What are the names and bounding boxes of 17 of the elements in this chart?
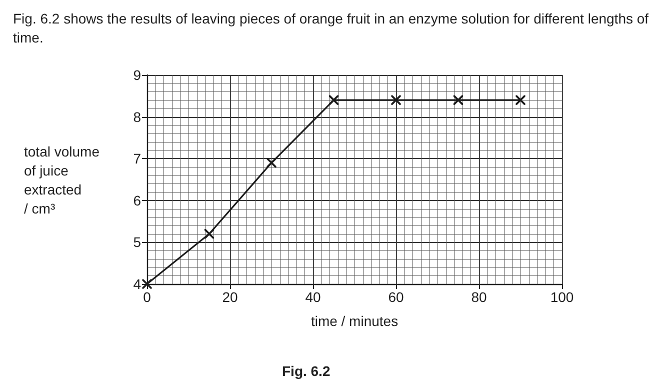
- caption: Fig. 6.2: [282, 363, 330, 379]
- point: [266, 158, 276, 168]
- y-tick-label: 5: [133, 234, 142, 250]
- x-tick-label: 20: [222, 289, 238, 305]
- x-tick-label: 100: [550, 289, 574, 305]
- x-tick-label: 80: [471, 289, 487, 305]
- chart-title: Fig. 6.2 shows the results of leaving pieces of orange fruit in an enzyme solution for different lengths of time.: [13, 10, 652, 46]
- y-tick-label: 6: [133, 192, 142, 208]
- y-axis-title: total volume of juice extracted / cm³: [24, 144, 100, 216]
- y-tick-label: 9: [133, 67, 142, 83]
- x-tick-label: 60: [388, 289, 404, 305]
- y-tick-label: 4: [133, 276, 142, 292]
- x-tick-label: 40: [305, 289, 321, 305]
- x-axis-title: time / minutes: [310, 313, 398, 329]
- y-tick-label: 8: [133, 108, 142, 125]
- y-tick-label: 7: [133, 150, 142, 167]
- x-tick-label: 0: [143, 289, 152, 305]
